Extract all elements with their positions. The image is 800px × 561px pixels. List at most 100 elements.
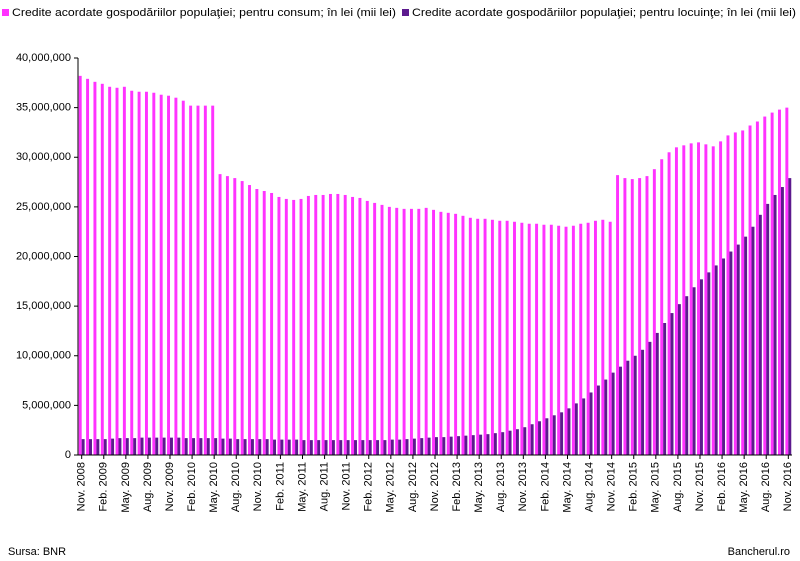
bar [122,86,126,455]
bar [395,207,399,455]
bar [773,194,777,455]
bar [218,174,222,455]
bar [667,152,671,455]
bar [692,287,696,455]
bar [498,220,502,455]
bar [115,87,119,456]
bar [457,436,461,455]
bar [236,439,240,455]
x-tick-label: May. 2013 [473,462,485,513]
x-tick-label: Aug. 2015 [672,462,684,512]
bar [763,116,767,456]
bar [435,437,438,455]
x-tick-label: Nov. 2012 [429,462,441,511]
bar [133,438,137,455]
bar [758,214,762,455]
bar [89,439,92,455]
bar [530,424,534,455]
x-tick-label: May. 2015 [650,462,662,513]
legend-label: Credite acordate gospodăriilor populaţie… [412,7,796,19]
bar [118,438,122,455]
x-tick-label: Aug. 2011 [318,462,330,511]
x-tick-label: Feb. 2012 [363,462,375,512]
bar [189,105,193,455]
bar [505,220,509,455]
bar [420,438,424,455]
x-tick-label: Nov. 2009 [164,462,176,511]
bar [402,208,406,455]
y-tick-label: 35,000,000 [16,102,71,114]
x-tick-label: Aug. 2010 [230,462,242,512]
bar [685,296,689,455]
bar [538,421,541,455]
bar [704,144,708,455]
bar [604,379,608,455]
bar [248,185,251,456]
bar [652,169,656,455]
bar [633,355,637,455]
bar [552,415,556,455]
bar [593,220,597,455]
bar [655,332,659,455]
bar [130,90,134,455]
x-tick-label: Feb. 2016 [716,462,728,512]
y-tick-label: 5,000,000 [22,399,71,411]
x-tick-label: Feb. 2014 [539,462,551,512]
x-tick-label: Aug. 2012 [407,462,419,512]
bar [719,141,723,455]
bar [211,105,215,455]
bar [358,197,362,455]
bar [387,206,391,455]
bar [520,222,524,455]
bar [155,437,159,455]
bar [137,91,141,456]
bar [461,215,465,455]
bar [645,176,649,456]
bar [582,398,586,455]
bar [608,221,612,455]
bar [295,439,299,455]
bar [574,403,578,455]
bar [184,438,188,455]
bar [785,107,789,455]
bar [270,192,274,456]
bar [317,440,321,455]
bar [454,213,458,455]
y-tick-label: 40,000,000 [16,52,71,64]
bar [196,105,200,455]
bar [424,207,428,455]
bar [545,418,549,455]
x-tick-label: Nov. 2015 [694,462,706,511]
bar [638,178,642,455]
bar [103,439,107,455]
bar [314,194,318,455]
x-tick-label: Nov. 2011 [341,462,353,511]
bar [560,412,564,455]
bar [677,304,681,455]
bar [726,135,730,456]
bar [309,440,313,455]
bar [523,427,527,455]
bar [483,218,487,455]
x-tick-label: May. 2016 [738,462,750,513]
bar [240,181,244,455]
bar [589,392,593,455]
bar [255,189,259,455]
credit: Bancherul.ro [728,546,790,558]
bar [733,132,737,455]
bar [755,121,759,456]
bar [265,439,269,455]
bar [619,366,622,455]
bar [736,244,740,455]
x-tick-label: May. 2012 [385,462,397,513]
bar [284,198,288,455]
bar [373,202,377,455]
bar [486,434,490,455]
bar [346,440,350,455]
bar [96,439,100,455]
bar [324,440,328,455]
bar [250,439,254,455]
bar [626,360,630,455]
bar [427,437,431,455]
bar [748,125,752,456]
